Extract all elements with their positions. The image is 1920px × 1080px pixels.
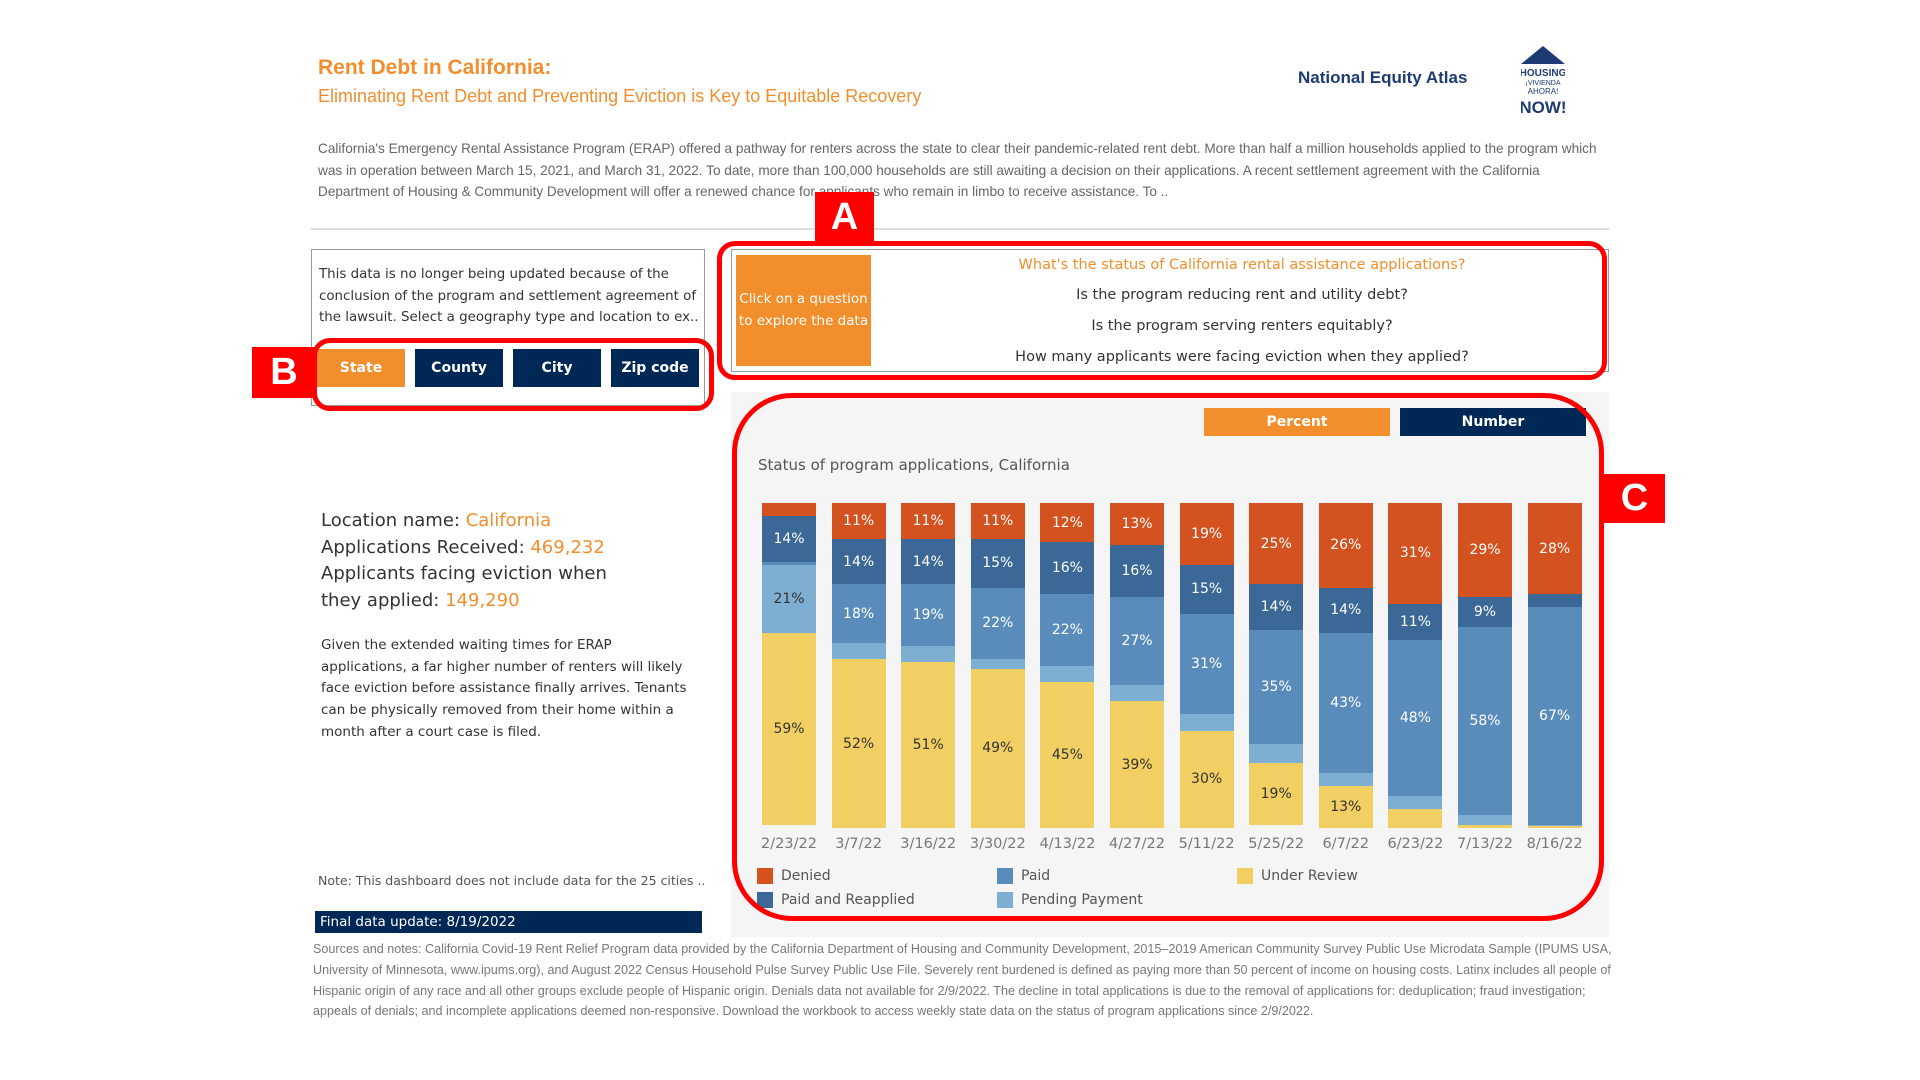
annotation-box-c	[732, 393, 1604, 921]
eviction-paragraph: Given the extended waiting times for ERA…	[321, 637, 687, 740]
geo-button-county[interactable]: County	[415, 349, 503, 387]
legend-swatch	[997, 892, 1013, 908]
applications-received-value: 469,232	[530, 536, 605, 558]
final-update-banner: Final data update: 8/19/2022	[315, 911, 702, 933]
question-eviction[interactable]: How many applicants were facing eviction…	[1015, 349, 1469, 365]
location-summary: Location name: California Applications R…	[321, 508, 651, 614]
geography-instructions: This data is no longer being updated bec…	[319, 267, 699, 325]
questions-hint: Click on a question to explore the data	[736, 255, 871, 366]
legend-label: Pending Payment	[1021, 892, 1143, 908]
question-status[interactable]: What's the status of California rental a…	[1018, 257, 1466, 273]
legend-label: Under Review	[1261, 868, 1358, 884]
page-subtitle: Eliminating Rent Debt and Preventing Evi…	[318, 86, 922, 106]
geo-button-zip-code[interactable]: Zip code	[611, 349, 699, 387]
eviction-value: 149,290	[445, 589, 520, 611]
housing-now-logo: HOUSING ¡VIVIENDA AHORA! NOW!	[1521, 46, 1565, 118]
svg-text:HOUSING: HOUSING	[1521, 68, 1565, 79]
annotation-box-b	[312, 338, 714, 411]
svg-text:¡VIVIENDA: ¡VIVIENDA	[1525, 80, 1560, 87]
annotation-label-b: B	[252, 347, 316, 398]
geography-panel	[311, 249, 705, 406]
intro-paragraph: California's Emergency Rental Assistance…	[318, 141, 1597, 199]
svg-text:AHORA!: AHORA!	[1528, 87, 1559, 96]
legend-swatch	[997, 868, 1013, 884]
applications-received-label: Applications Received:	[321, 536, 531, 558]
legend-label: Denied	[781, 868, 831, 884]
national-equity-atlas-logo: National Equity Atlas	[1298, 68, 1468, 87]
annotation-label-c: C	[1604, 474, 1665, 523]
annotation-label-a: A	[815, 192, 874, 242]
legend-pending-payment: Pending Payment	[997, 892, 1143, 908]
legend-paid: Paid	[997, 868, 1050, 884]
geo-button-state[interactable]: State	[317, 349, 405, 387]
legend-label: Paid	[1021, 868, 1051, 884]
note-text: Note: This dashboard does not include da…	[318, 873, 706, 888]
annotation-box-a	[717, 241, 1607, 380]
chart-title: Status of program applications, Californ…	[758, 456, 1070, 474]
eviction-label: Applicants facing eviction when they app…	[321, 563, 607, 611]
divider	[311, 228, 1609, 230]
location-name-label: Location name:	[321, 510, 466, 531]
question-rent-debt[interactable]: Is the program reducing rent and utility…	[1076, 287, 1408, 303]
legend-under-review: Under Review	[1237, 868, 1358, 884]
sources-notes: Sources and notes: California Covid-19 R…	[313, 942, 1612, 1019]
svg-text:NOW!: NOW!	[1521, 98, 1565, 117]
questions-panel	[731, 249, 1609, 372]
page-title: Rent Debt in California:	[318, 56, 552, 79]
legend-swatch	[1237, 868, 1253, 884]
percent-button[interactable]: Percent	[1204, 408, 1390, 436]
location-name-value: California	[465, 510, 552, 531]
geo-button-city[interactable]: City	[513, 349, 601, 387]
question-equity[interactable]: Is the program serving renters equitably…	[1091, 318, 1393, 334]
legend-label: Paid and Reapplied	[781, 892, 915, 908]
